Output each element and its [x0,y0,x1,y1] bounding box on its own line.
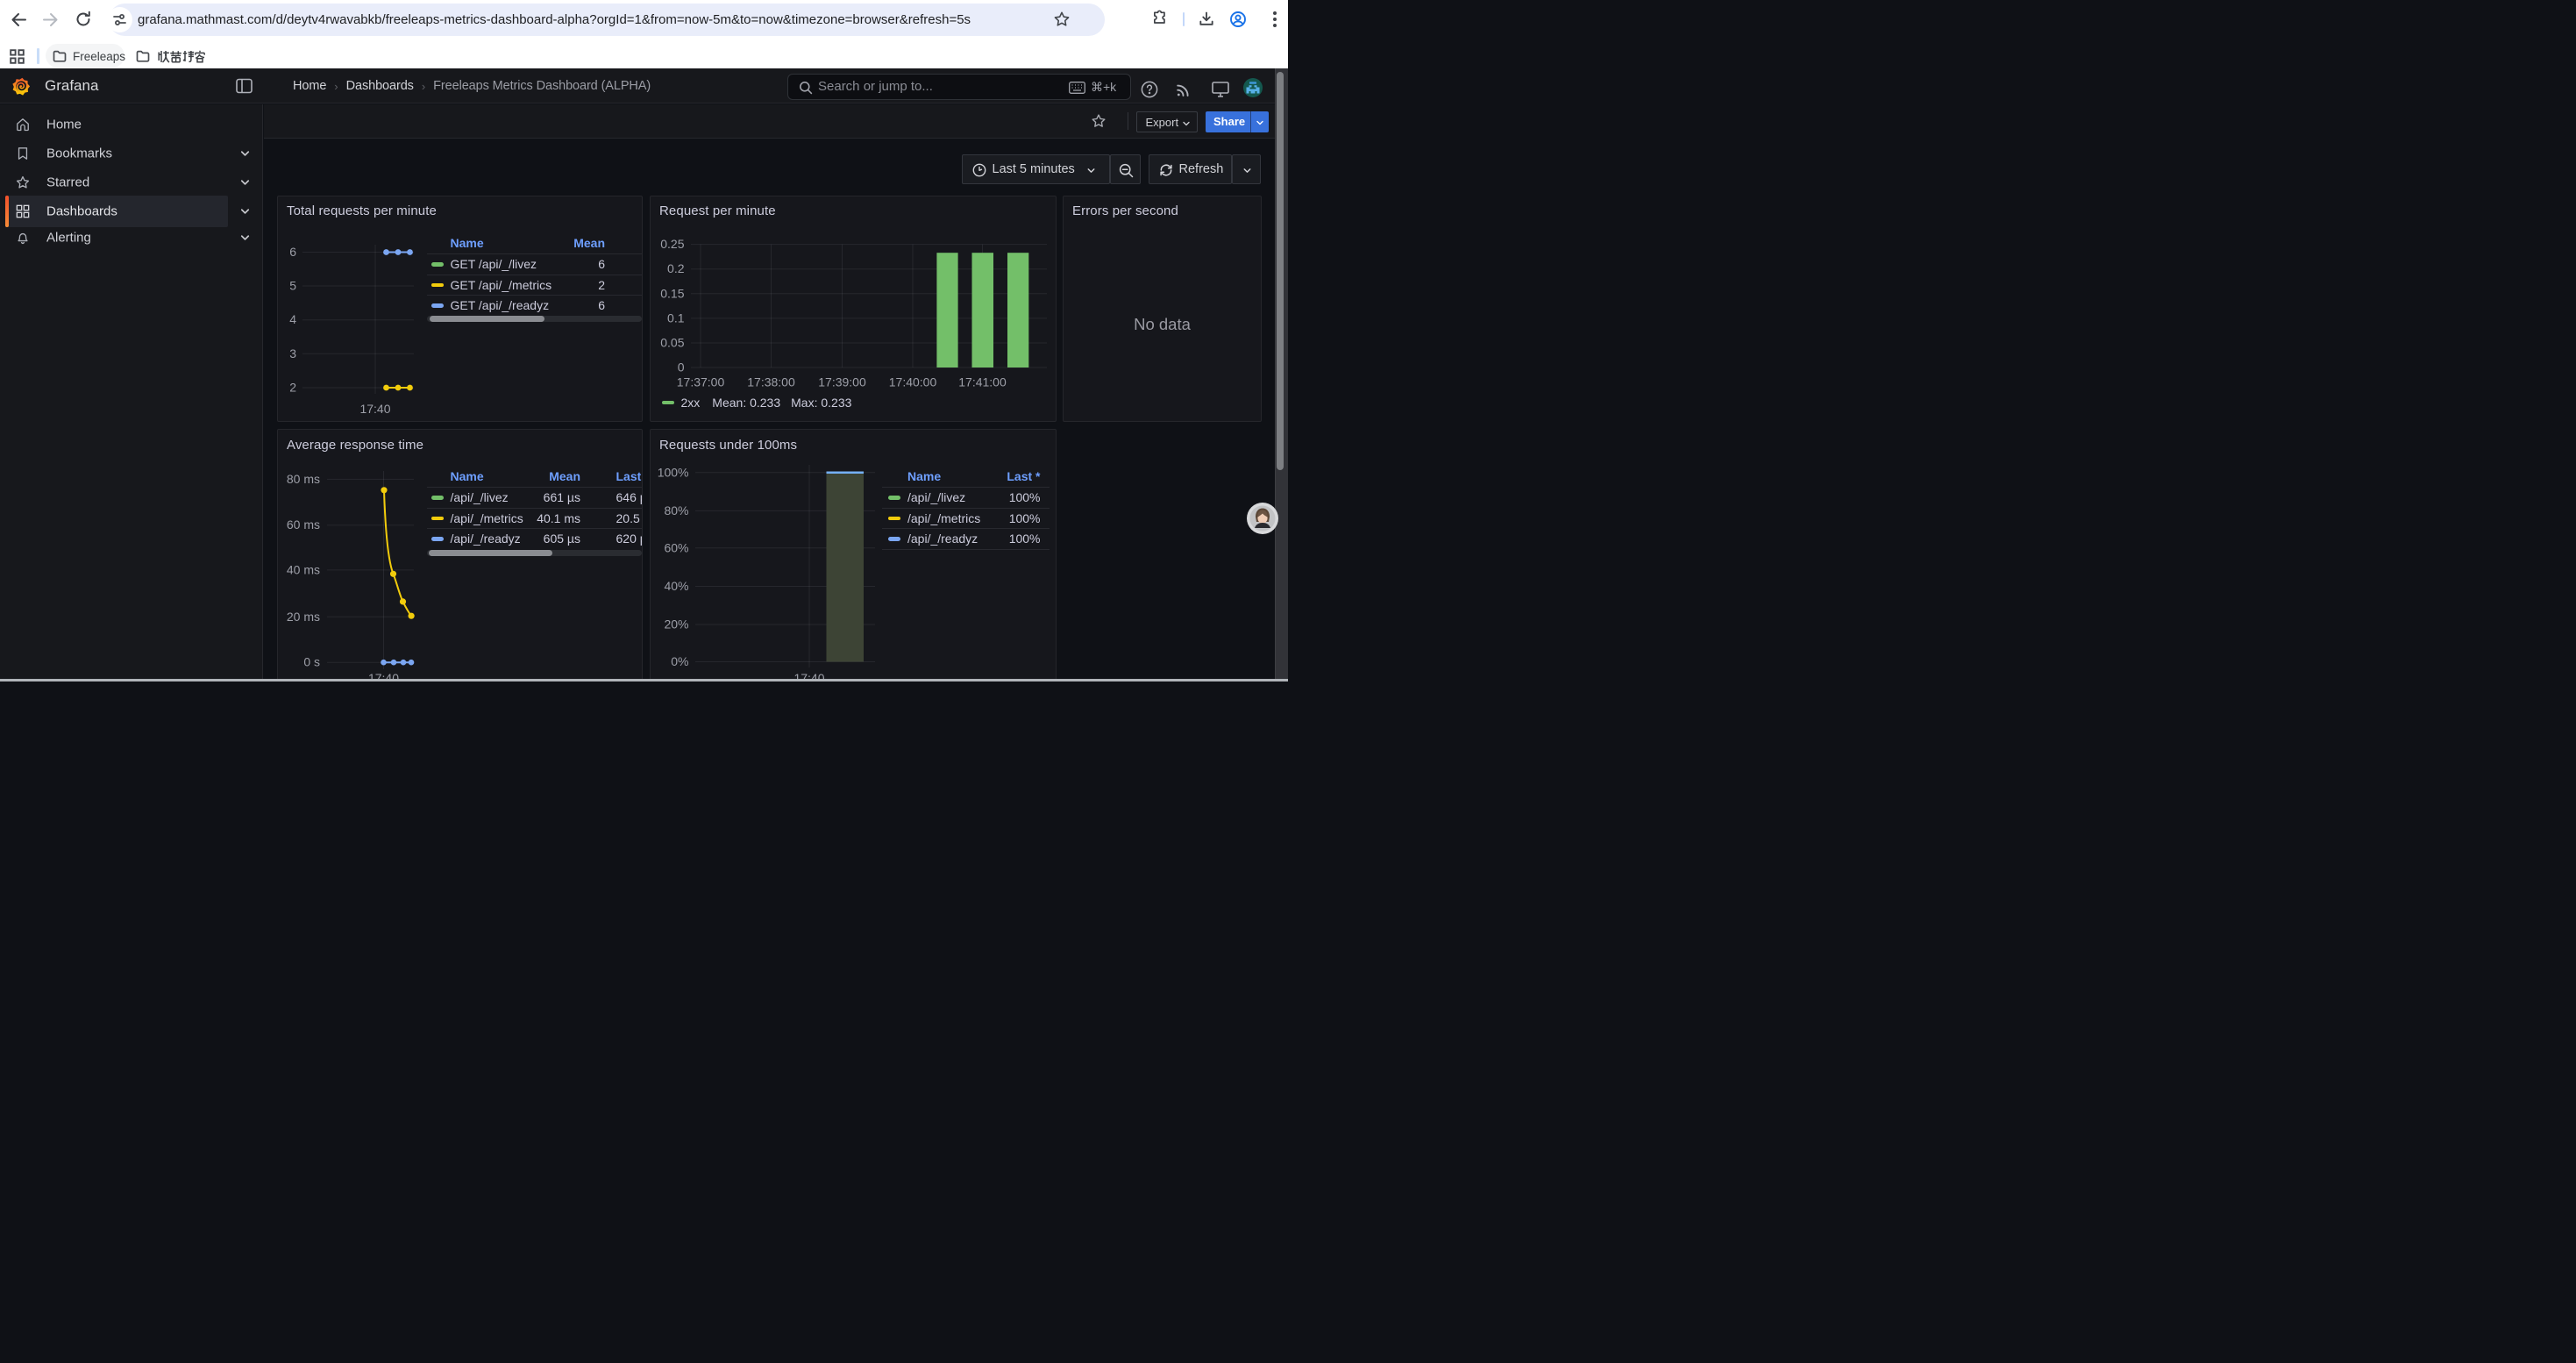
svg-text:0.1: 0.1 [667,310,685,325]
svg-text:0.15: 0.15 [660,286,684,300]
svg-text:6: 6 [289,245,296,259]
svg-text:0.05: 0.05 [660,336,684,350]
svg-text:2: 2 [289,381,296,395]
svg-text:17:41:00: 17:41:00 [958,375,1007,389]
svg-text:4: 4 [289,312,296,326]
svg-text:20 ms: 20 ms [287,610,320,624]
svg-text:17:40: 17:40 [359,402,390,416]
svg-text:60%: 60% [664,540,688,554]
svg-text:0%: 0% [671,654,688,668]
svg-text:3: 3 [289,346,296,360]
svg-text:5: 5 [289,279,296,293]
svg-text:17:37:00: 17:37:00 [677,375,725,389]
svg-text:17:38:00: 17:38:00 [747,375,795,389]
svg-text:40 ms: 40 ms [287,562,320,576]
svg-text:40%: 40% [664,579,688,593]
svg-text:60 ms: 60 ms [287,517,320,532]
svg-text:17:40:00: 17:40:00 [889,375,937,389]
svg-text:100%: 100% [658,465,689,479]
svg-text:0.25: 0.25 [660,237,684,251]
svg-text:0 s: 0 s [303,655,320,669]
svg-text:0.2: 0.2 [667,261,685,275]
svg-text:17:39:00: 17:39:00 [818,375,866,389]
svg-text:80 ms: 80 ms [287,472,320,486]
svg-text:0: 0 [678,360,685,375]
svg-text:20%: 20% [664,617,688,632]
svg-text:80%: 80% [664,503,688,517]
